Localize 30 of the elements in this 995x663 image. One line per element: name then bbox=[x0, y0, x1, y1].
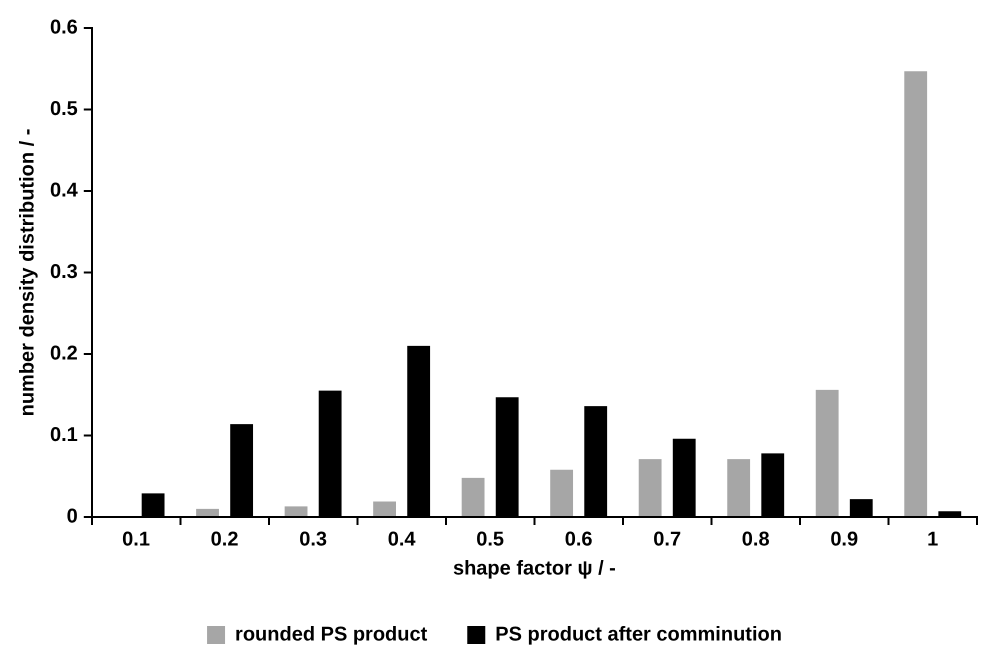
y-tick-label: 0.4 bbox=[50, 180, 79, 202]
bar bbox=[196, 508, 219, 516]
legend-label: PS product after comminution bbox=[495, 624, 782, 646]
y-tick-label: 0.6 bbox=[50, 16, 78, 39]
y-tick-label: 0.1 bbox=[50, 424, 78, 446]
x-tick-label: 0.8 bbox=[742, 528, 770, 551]
x-axis-title: shape factor ψ / - bbox=[452, 558, 616, 580]
x-tick-label: 1 bbox=[927, 528, 938, 551]
bar bbox=[284, 506, 308, 516]
bar bbox=[904, 71, 928, 516]
x-tick-label: 0.2 bbox=[210, 528, 238, 551]
y-axis-title: number density distribution / - bbox=[16, 128, 39, 416]
x-tick-label: 0.1 bbox=[122, 528, 150, 551]
bar bbox=[462, 478, 485, 516]
y-tick-label: 0 bbox=[66, 506, 78, 528]
bar bbox=[373, 502, 396, 516]
y-tick-label: 0.2 bbox=[50, 342, 78, 365]
bar bbox=[550, 470, 574, 516]
legend-label: rounded PS product bbox=[235, 624, 428, 646]
x-tick-label: 0.7 bbox=[653, 528, 682, 551]
bar bbox=[727, 459, 750, 516]
x-tick-label: 0.9 bbox=[830, 528, 858, 551]
x-tick-label: 0.6 bbox=[564, 528, 593, 551]
x-tick-label: 0.3 bbox=[299, 528, 328, 551]
y-tick-label: 0.3 bbox=[50, 261, 78, 284]
bar bbox=[638, 459, 662, 516]
y-tick-label: 0.5 bbox=[50, 98, 78, 120]
x-tick-label: 0.5 bbox=[476, 528, 504, 551]
x-tick-label: 0.4 bbox=[388, 528, 416, 551]
bar bbox=[816, 390, 839, 516]
